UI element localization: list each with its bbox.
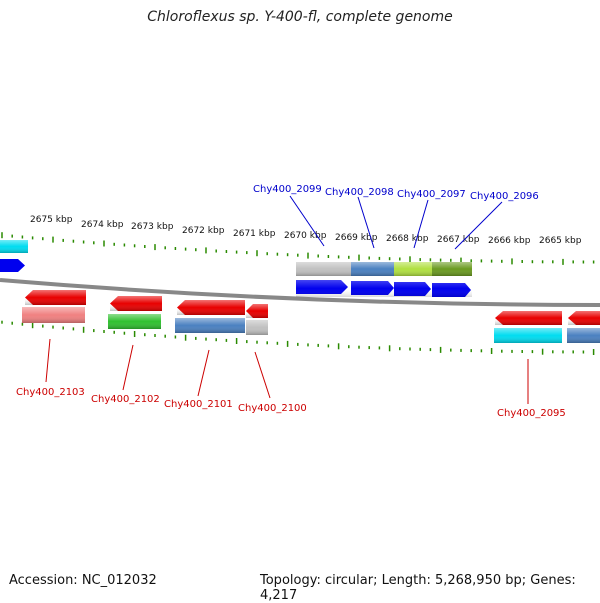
gene-label-2099[interactable]: Chy400_2099: [253, 184, 322, 195]
leader-line-2103: [45, 338, 51, 383]
accession-text: Accession: NC_012032: [9, 573, 157, 588]
gene-label-2100[interactable]: Chy400_2100: [238, 403, 307, 414]
kbp-label: 2673 kbp: [131, 222, 174, 232]
kbp-label: 2669 kbp: [335, 233, 378, 243]
cyan-feature-shade: [0, 240, 28, 253]
gene-label-2097[interactable]: Chy400_2097: [397, 189, 466, 200]
leader-line-2101: [197, 349, 210, 397]
leader-line-2100: [254, 351, 271, 399]
leader-lines: [45, 195, 529, 404]
kbp-label: 2671 kbp: [233, 229, 276, 239]
genome-backbone: [0, 278, 600, 307]
kbp-label: 2667 kbp: [437, 235, 480, 245]
feature-shade: [296, 262, 472, 276]
kbp-label: 2674 kbp: [81, 220, 124, 230]
reverse-features: [22, 290, 600, 343]
genome-summary-text: Topology: circular; Length: 5,268,950 bp…: [260, 573, 576, 603]
leader-line-2099: [289, 195, 325, 247]
kbp-label: 2665 kbp: [539, 236, 582, 246]
kbp-label: 2668 kbp: [386, 234, 429, 244]
kbp-labels: 2675 kbp 2674 kbp 2673 kbp 2672 kbp 2671…: [30, 215, 582, 246]
leader-line-2102: [122, 344, 134, 391]
top-tick-ruler: [1, 232, 595, 265]
kbp-label: 2666 kbp: [488, 236, 531, 246]
kbp-label: 2672 kbp: [182, 226, 225, 236]
leader-line-2096: [454, 201, 503, 250]
gene-arrow-shade: [296, 280, 472, 297]
reverse-shades: [22, 290, 600, 343]
forward-features: [0, 240, 472, 297]
kbp-label: 2670 kbp: [284, 231, 327, 241]
leader-line-2098: [357, 196, 375, 249]
gene-arrow-forward[interactable]: [0, 259, 25, 272]
gene-label-2101[interactable]: Chy400_2101: [164, 399, 233, 410]
gene-label-2103[interactable]: Chy400_2103: [16, 387, 85, 398]
leader-line-2097: [413, 199, 429, 249]
gene-label-2102[interactable]: Chy400_2102: [91, 394, 160, 405]
bottom-tick-ruler: [1, 320, 595, 355]
gene-label-2098[interactable]: Chy400_2098: [325, 187, 394, 198]
gene-label-2096[interactable]: Chy400_2096: [470, 191, 539, 202]
kbp-label: 2675 kbp: [30, 215, 73, 225]
map-title: Chloroflexus sp. Y-400-fl, complete geno…: [147, 9, 453, 25]
gene-label-2095[interactable]: Chy400_2095: [497, 408, 566, 419]
